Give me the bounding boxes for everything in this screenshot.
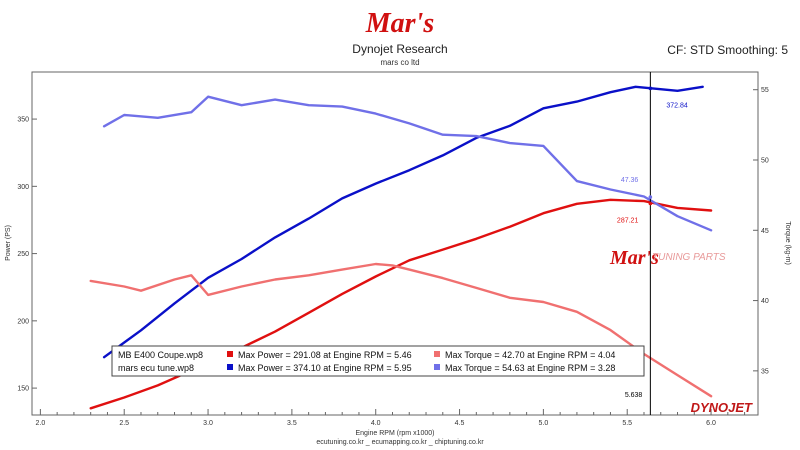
series-line-tuned-torque	[102, 95, 713, 232]
plot-frame	[31, 71, 759, 416]
legend-swatch-stock-power	[227, 351, 233, 357]
watermark-text: TUNING PARTS	[652, 252, 726, 263]
x-tick-label: 6.0	[706, 420, 716, 427]
legend-power-tuned: Max Power = 374.10 at Engine RPM = 5.95	[238, 363, 412, 373]
right-axis-ticks: 35 40 45 50 55	[753, 87, 769, 375]
legend-power-stock: Max Power = 291.08 at Engine RPM = 5.46	[238, 350, 412, 360]
series-line-tuned-power	[102, 85, 704, 359]
y-left-tick-label: 250	[17, 251, 29, 258]
cursor-annotations: 372.84 47.36 287.21	[617, 86, 688, 225]
legend-swatch-tuned-torque	[434, 364, 440, 370]
x-tick-label: 2.5	[119, 420, 129, 427]
cursor-point	[648, 86, 653, 91]
x-tick-label: 3.0	[203, 420, 213, 427]
legend-file-tuned: mars ecu tune.wp8	[118, 363, 194, 373]
y-right-tick-label: 35	[761, 368, 769, 375]
x-tick-label: 5.5	[622, 420, 632, 427]
logo-lettering: Mar's	[365, 8, 435, 39]
legend-swatch-stock-torque	[434, 351, 440, 357]
left-axis-ticks: 150 200 250 300 350	[17, 117, 37, 393]
x-tick-label: 3.5	[287, 420, 297, 427]
cursor-value-label: 47.36	[621, 177, 639, 184]
x-axis-label: Engine RPM (rpm x1000)	[356, 430, 435, 437]
x-tick-label: 2.0	[36, 420, 46, 427]
y-right-tick-label: 50	[761, 157, 769, 164]
mars-logo: Mar's	[365, 8, 435, 39]
y-left-tick-label: 150	[17, 386, 29, 393]
y-axis-left-label: Power (PS)	[5, 225, 12, 261]
legend-torque-stock: Max Torque = 42.70 at Engine RPM = 4.04	[445, 350, 615, 360]
series-layer	[89, 85, 713, 410]
cursor-point	[648, 195, 653, 199]
cursor-value-label: 287.21	[617, 218, 639, 225]
dynojet-brand-logo: DYNOJET	[691, 400, 753, 415]
y-axis-right-label: Torque (kg-m)	[784, 221, 791, 265]
watermark-logo: Mar's	[609, 247, 659, 269]
x-axis-ticks: 2.0 2.5 3.0 3.5 4.0 4.5 5.0 5.5 6.0	[36, 409, 746, 427]
y-left-tick-label: 350	[17, 117, 29, 124]
x-tick-label: 4.0	[371, 420, 381, 427]
correction-factor-label: CF: STD Smoothing: 5	[667, 43, 788, 57]
y-right-tick-label: 40	[761, 298, 769, 305]
footer-links: ecutuning.co.kr _ ecumapping.co.kr _ chi…	[316, 439, 484, 446]
watermark: Mar's TUNING PARTS	[609, 247, 726, 269]
y-left-tick-label: 300	[17, 184, 29, 191]
cursor-point	[648, 201, 653, 206]
x-tick-label: 4.5	[455, 420, 465, 427]
legend-swatch-tuned-power	[227, 364, 233, 370]
y-right-tick-label: 45	[761, 228, 769, 235]
y-left-tick-label: 200	[17, 318, 29, 325]
x-tick-label: 5.0	[539, 420, 549, 427]
series-line-stock-torque	[89, 262, 713, 398]
series-line-stock-power	[89, 198, 713, 410]
legend-torque-tuned: Max Torque = 54.63 at Engine RPM = 3.28	[445, 363, 615, 373]
rpm-cursor-label: 5.638	[625, 392, 643, 399]
page-subtitle: mars co ltd	[380, 58, 420, 67]
y-right-tick-label: 55	[761, 87, 769, 94]
legend-box: MB E400 Coupe.wp8 Max Power = 291.08 at …	[111, 345, 645, 377]
page-title: Dynojet Research	[352, 42, 448, 56]
legend-file-stock: MB E400 Coupe.wp8	[118, 350, 203, 360]
cursor-value-label: 372.84	[666, 102, 688, 109]
